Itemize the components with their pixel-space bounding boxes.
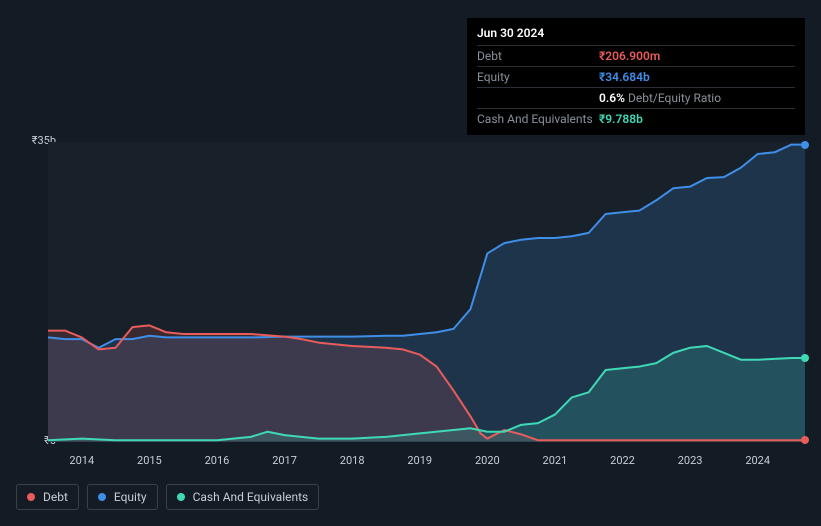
x-axis-tick: 2019 — [407, 454, 432, 467]
tooltip-row: Cash And Equivalents₹9.788b — [477, 108, 795, 129]
x-axis-tick: 2014 — [69, 454, 94, 467]
x-axis-tick: 2015 — [137, 454, 162, 467]
series-end-marker — [801, 436, 809, 444]
legend-item-debt[interactable]: Debt — [16, 484, 79, 510]
tooltip-row-value: ₹206.900m — [599, 49, 660, 63]
chart-svg — [48, 142, 805, 442]
tooltip-date: Jun 30 2024 — [477, 24, 795, 45]
legend-label: Debt — [43, 490, 68, 504]
tooltip-row-label: Debt — [477, 49, 599, 63]
legend-item-cash[interactable]: Cash And Equivalents — [166, 484, 320, 510]
tooltip-row-label — [477, 91, 599, 105]
x-axis-tick: 2017 — [272, 454, 297, 467]
x-axis-tick: 2016 — [205, 454, 230, 467]
series-end-marker — [801, 354, 809, 362]
legend-dot-icon — [177, 493, 185, 501]
tooltip-row-label: Equity — [477, 70, 599, 84]
tooltip-row-value: ₹34.684b — [599, 70, 650, 84]
x-axis-tick: 2022 — [610, 454, 635, 467]
legend-label: Equity — [114, 490, 147, 504]
legend-dot-icon — [27, 493, 35, 501]
tooltip-row: Equity₹34.684b — [477, 66, 795, 87]
series-end-marker — [801, 141, 809, 149]
plot-area — [48, 142, 805, 442]
legend-item-equity[interactable]: Equity — [87, 484, 158, 510]
legend-dot-icon — [98, 493, 106, 501]
tooltip-row: 0.6% Debt/Equity Ratio — [477, 87, 795, 108]
tooltip-row-value: ₹9.788b — [599, 112, 643, 126]
x-axis-tick: 2020 — [475, 454, 500, 467]
x-axis-tick: 2023 — [678, 454, 703, 467]
legend-label: Cash And Equivalents — [193, 490, 309, 504]
tooltip-row-value: 0.6% Debt/Equity Ratio — [599, 91, 721, 105]
tooltip-row: Debt₹206.900m — [477, 45, 795, 66]
debt-equity-chart: ₹35b ₹0 20142015201620172018201920202021… — [16, 122, 805, 467]
x-axis-tick: 2018 — [340, 454, 365, 467]
x-axis-tick: 2024 — [745, 454, 770, 467]
chart-tooltip: Jun 30 2024 Debt₹206.900mEquity₹34.684b0… — [467, 18, 805, 135]
chart-legend: Debt Equity Cash And Equivalents — [16, 484, 319, 510]
x-axis-tick: 2021 — [543, 454, 568, 467]
tooltip-row-label: Cash And Equivalents — [477, 112, 599, 126]
